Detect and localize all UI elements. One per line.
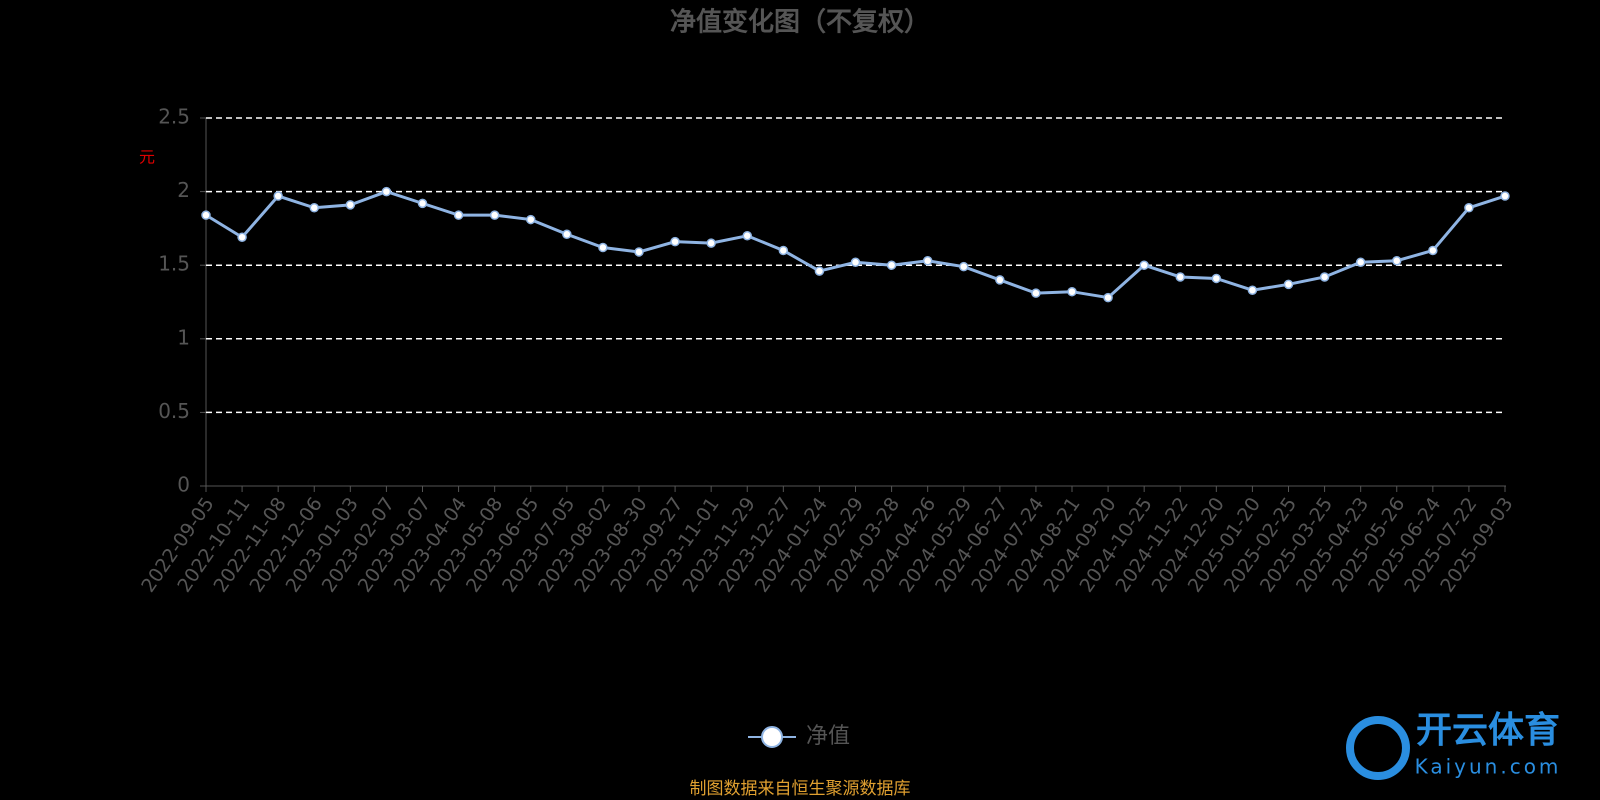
series-line — [205, 190, 1506, 300]
y-tick-label: 0 — [177, 473, 190, 497]
data-point — [489, 210, 500, 220]
data-point — [309, 203, 319, 213]
watermark-logo — [1346, 716, 1410, 780]
data-point — [1428, 245, 1438, 256]
data-point — [1211, 273, 1222, 284]
data-point — [237, 232, 247, 242]
chart-title: 净值变化图（不复权） — [670, 7, 930, 38]
data-point — [634, 247, 644, 257]
data-point — [1464, 203, 1474, 213]
data-point — [922, 256, 933, 266]
data-point — [1500, 191, 1510, 201]
y-tick-label: 0.5 — [158, 399, 190, 423]
data-point — [1392, 256, 1402, 266]
data-point — [742, 231, 752, 241]
data-point — [706, 238, 716, 248]
watermark-brand: 开云体育 — [1416, 710, 1560, 751]
data-point — [886, 260, 897, 270]
y-tick-label: 1 — [177, 325, 190, 349]
data-point — [1355, 257, 1366, 268]
data-point — [670, 236, 680, 247]
y-tick-label: 2.5 — [158, 105, 190, 129]
data-point — [814, 266, 825, 276]
data-point — [201, 210, 211, 220]
data-point — [273, 191, 283, 201]
legend-label[interactable]: 净值 — [806, 724, 850, 749]
y-tick-label: 2 — [177, 178, 190, 202]
legend-marker — [761, 726, 783, 748]
data-point — [381, 186, 392, 197]
data-point — [850, 257, 861, 268]
data-point — [598, 242, 608, 253]
data-point — [1031, 288, 1041, 298]
source-note: 制图数据来自恒生聚源数据库 — [690, 779, 911, 799]
data-point — [778, 245, 789, 256]
data-point — [417, 198, 428, 209]
data-point — [1175, 272, 1185, 282]
data-point — [1283, 279, 1294, 290]
data-point — [1067, 286, 1077, 297]
y-tick-label: 1.5 — [158, 252, 190, 276]
data-point — [453, 210, 464, 220]
data-point — [1319, 272, 1330, 282]
data-point — [1247, 285, 1258, 295]
data-point — [526, 214, 536, 225]
watermark: 开云体育 Kaiyun.com — [1346, 710, 1562, 780]
data-point — [959, 261, 969, 272]
y-axis-label: 元 — [139, 148, 155, 167]
data-point — [562, 229, 572, 240]
data-point — [995, 275, 1005, 285]
data-point — [1139, 260, 1149, 270]
data-point — [1103, 292, 1113, 303]
watermark-site: Kaiyun.com — [1415, 755, 1562, 779]
data-point — [345, 200, 356, 210]
legend: 净值 — [748, 724, 850, 749]
